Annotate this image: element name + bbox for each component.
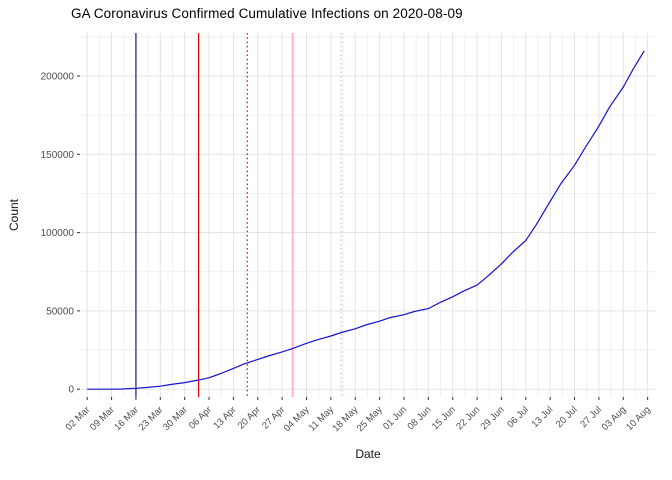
x-tick-label: 01 Jun	[381, 404, 409, 432]
x-tick-label: 06 Jul	[505, 404, 531, 430]
x-tick-label: 06 Apr	[187, 404, 214, 431]
x-tick-label: 25 May	[355, 404, 385, 434]
x-tick-label: 16 Mar	[112, 404, 141, 433]
x-axis-title: Date	[355, 447, 381, 461]
x-tick-label: 20 Apr	[236, 404, 263, 431]
x-tick-label: 02 Mar	[64, 404, 93, 433]
x-tick-label: 08 Jun	[406, 404, 434, 432]
chart-title: GA Coronavirus Confirmed Cumulative Infe…	[71, 6, 463, 21]
x-tick-label: 10 Aug	[624, 404, 653, 433]
y-tick-label: 200000	[41, 72, 75, 83]
grid-major	[80, 33, 656, 397]
x-tick-label: 03 Aug	[600, 404, 629, 433]
event-vlines	[135, 33, 343, 397]
grid-minor	[80, 33, 656, 397]
x-tick-label: 18 May	[331, 404, 361, 434]
y-tick-label: 0	[68, 385, 74, 396]
x-tick-label: 15 Jun	[430, 404, 458, 432]
x-tick-label: 13 Apr	[211, 404, 238, 431]
x-tick-label: 11 May	[307, 404, 336, 433]
x-tick-label: 29 Jun	[479, 404, 507, 432]
y-tick-labels: 0 50000 100000 150000 200000	[41, 72, 75, 396]
x-tick-label: 30 Mar	[161, 404, 190, 433]
x-tick-label: 23 Mar	[137, 404, 166, 433]
y-axis-title: Count	[7, 198, 21, 232]
x-tick-label: 22 Jun	[454, 404, 482, 432]
axis-ticks	[77, 75, 649, 400]
y-tick-label: 100000	[41, 228, 75, 239]
x-tick-label: 04 May	[282, 404, 312, 434]
x-tick-label: 13 Jul	[530, 404, 556, 430]
y-tick-label: 50000	[46, 306, 74, 317]
x-tick-label: 20 Jul	[554, 404, 580, 430]
series-line-cumulative-confirmed-infections	[87, 50, 645, 390]
y-tick-label: 150000	[41, 150, 75, 161]
x-tick-label: 09 Mar	[88, 404, 117, 433]
